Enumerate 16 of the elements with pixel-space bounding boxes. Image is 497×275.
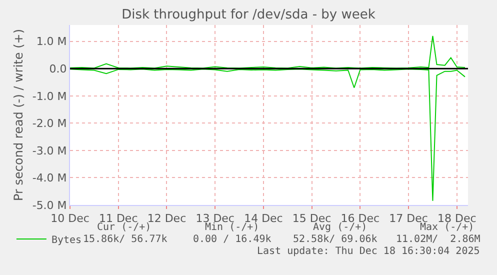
text: 11.02M/ 2.86M [396,234,480,245]
y-tick-label: -5.0 M [32,198,67,212]
y-tick-label: -4.0 M [32,172,67,185]
y-tick-label: -2.0 M [32,117,67,130]
y-tick-label: 1.0 M [36,35,67,48]
x-tick-label: 10 Dec [50,212,90,226]
chart-title: Disk throughput for /dev/sda - by week [122,8,376,23]
text: 0.00 / 16.49k [193,234,272,245]
y-tick-label: 0.0 [49,62,67,76]
y-tick-label: -1.0 M [32,90,67,103]
text: 15.86k/ 56.77k [83,234,168,245]
y-tick-label: -3.0 M [32,144,67,158]
text: 52.58k/ 69.06k [293,234,378,245]
legend-label: Bytes [51,234,82,246]
text: Last update: Thu Dec 18 16:30:04 2025 [257,246,480,257]
y-axis-title: Pr second read (-) / write (+) [12,29,26,201]
